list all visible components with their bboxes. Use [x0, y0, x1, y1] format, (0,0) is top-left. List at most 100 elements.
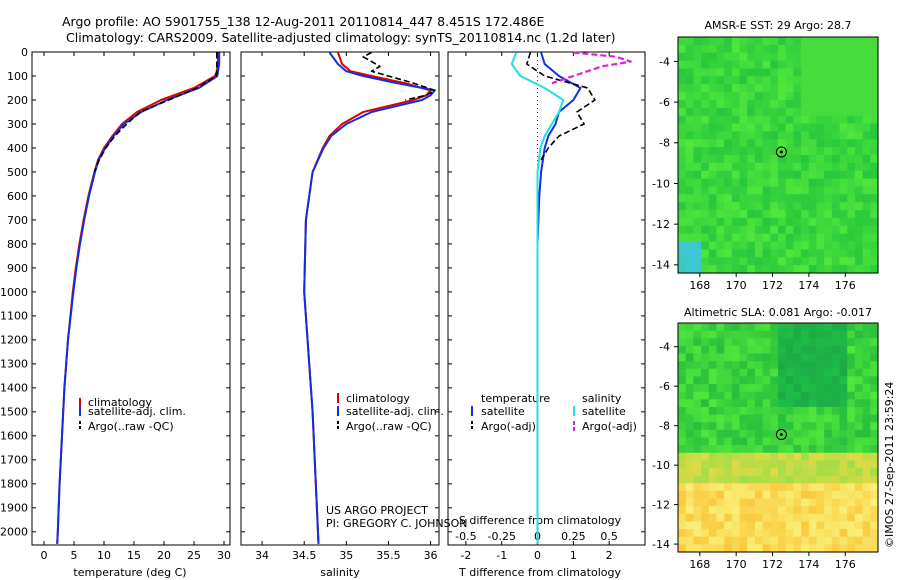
heatmap-cell: [693, 468, 702, 477]
heatmap-cell: [693, 544, 702, 553]
heatmap-cell: [716, 376, 725, 385]
heatmap-cell: [831, 178, 841, 188]
heatmap-cell: [708, 241, 718, 250]
heatmap-cell: [793, 202, 802, 211]
heatmap-cell: [693, 345, 702, 355]
heatmap-cell: [831, 37, 841, 46]
heatmap-cell: [847, 162, 856, 172]
heatmap-cell: [824, 68, 833, 77]
heatmap-cell: [731, 483, 741, 492]
heatmap-cell: [831, 249, 841, 258]
heatmap-cell: [862, 338, 871, 347]
heatmap-cell: [770, 162, 779, 172]
heatmap-cell: [808, 323, 818, 332]
heatmap-cell: [785, 490, 794, 500]
heatmap-cell: [678, 345, 687, 355]
heatmap-cell: [693, 178, 702, 188]
heatmap-cell: [739, 429, 748, 439]
heatmap-cell: [724, 338, 733, 347]
heatmap-cell: [785, 52, 794, 62]
heatmap-cell: [701, 529, 710, 538]
heatmap-cell: [785, 257, 794, 266]
heatmap-cell: [778, 76, 787, 85]
heatmap-cell: [854, 475, 864, 484]
heatmap-cell: [839, 353, 848, 362]
heatmap-cell: [716, 422, 725, 431]
heatmap-cell: [693, 422, 702, 431]
heatmap-cell: [708, 84, 718, 93]
heatmap-cell: [754, 490, 764, 500]
heatmap-cell: [801, 460, 810, 469]
heatmap-cell: [862, 233, 871, 243]
heatmap-cell: [824, 37, 833, 46]
heatmap-cell: [747, 330, 756, 339]
heatmap-cell: [839, 178, 848, 188]
s-diff-tick-label: 0.5: [600, 530, 618, 543]
heatmap-cell: [801, 330, 810, 339]
map-y-tick-label: -14: [652, 259, 670, 272]
heatmap-cell: [801, 384, 810, 393]
heatmap-cell: [870, 202, 879, 211]
heatmap-cell: [778, 323, 787, 332]
heatmap-cell: [716, 345, 725, 355]
heatmap-cell: [747, 498, 756, 507]
heatmap-cell: [701, 513, 710, 522]
heatmap-cell: [724, 99, 733, 109]
heatmap-cell: [839, 131, 848, 140]
temperature-axes-frame: [31, 51, 231, 546]
heatmap-cell: [754, 445, 764, 454]
heatmap-cell: [793, 407, 802, 416]
heatmap-cell: [716, 498, 725, 507]
heatmap-cell: [816, 376, 825, 385]
heatmap-cell: [801, 37, 810, 46]
heatmap-cell: [785, 99, 794, 109]
heatmap-cell: [870, 437, 879, 446]
heatmap-cell: [862, 202, 871, 211]
s-diff-tick-label: -0.5: [455, 530, 476, 543]
map-x-tick-label: 176: [835, 279, 856, 292]
heatmap-cell: [816, 506, 825, 515]
heatmap-cell: [747, 257, 756, 266]
heatmap-cell: [824, 186, 833, 195]
x-tick-label: -2: [460, 549, 471, 562]
temperature-xlabel: temperature (deg C): [73, 566, 186, 579]
depth-tick-label: 200: [7, 94, 28, 107]
heatmap-cell: [716, 225, 725, 235]
heatmap-cell: [816, 445, 825, 454]
heatmap-cell: [739, 92, 748, 101]
heatmap-cell: [708, 391, 718, 400]
heatmap-cell: [708, 123, 718, 132]
heatmap-cell: [847, 536, 856, 545]
heatmap-cell: [762, 123, 771, 132]
heatmap-cell: [685, 353, 694, 362]
heatmap-cell: [870, 414, 879, 423]
heatmap-cell: [685, 37, 694, 46]
heatmap-cell: [739, 506, 748, 515]
heatmap-cell: [754, 147, 764, 156]
heatmap-cell: [716, 529, 725, 538]
heatmap-cell: [778, 521, 787, 530]
heatmap-cell: [808, 368, 818, 377]
heatmap-cell: [701, 202, 710, 211]
heatmap-cell: [862, 170, 871, 180]
heatmap-cell: [754, 391, 764, 400]
heatmap-cell: [716, 323, 725, 332]
heatmap-cell: [770, 475, 779, 484]
imos-watermark: ©IMOS 27-Sep-2011 23:59:24: [883, 382, 896, 548]
heatmap-cell: [724, 452, 733, 461]
heatmap-cell: [785, 107, 794, 117]
heatmap-cell: [854, 265, 864, 274]
heatmap-cell: [754, 107, 764, 117]
heatmap-cell: [685, 338, 694, 347]
heatmap-cell: [824, 414, 833, 423]
heatmap-cell: [839, 330, 848, 339]
heatmap-cell: [854, 241, 864, 250]
heatmap-cell: [785, 123, 794, 132]
heatmap-cell: [847, 131, 856, 140]
heatmap-cell: [862, 437, 871, 446]
depth-tick-label: 400: [7, 142, 28, 155]
heatmap-cell: [862, 345, 871, 355]
heatmap-cell: [770, 92, 779, 101]
heatmap-cell: [678, 202, 687, 211]
heatmap-cell: [685, 92, 694, 101]
